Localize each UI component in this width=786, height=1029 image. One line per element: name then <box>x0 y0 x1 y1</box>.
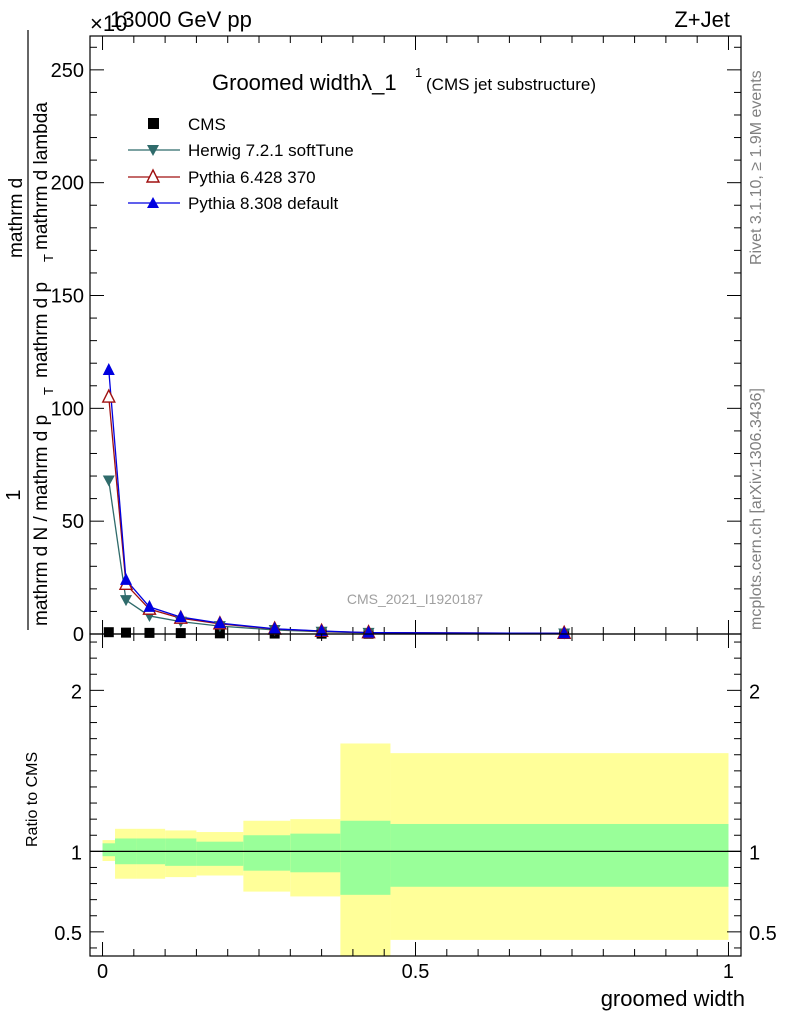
legend-label-herwig: Herwig 7.2.1 softTune <box>188 141 354 160</box>
cms-data-point <box>214 628 225 639</box>
main-ylabel: 1 mathrm d mathrm d N / mathrm d p T mat… <box>3 30 56 630</box>
pythia8-point <box>213 616 226 629</box>
herwig-point <box>102 475 115 487</box>
legend-marker-cms <box>148 118 159 129</box>
pythia8-point <box>362 625 375 638</box>
legend-label-pythia8: Pythia 8.308 default <box>188 194 339 213</box>
uncertainty-band-green <box>290 833 341 873</box>
cms-data-point <box>120 627 131 638</box>
ratio-y-tick-label: 1 <box>71 842 82 864</box>
cms-data-point <box>144 627 155 638</box>
header-right: Z+Jet <box>674 7 730 32</box>
legend-marker-pythia8 <box>147 197 159 208</box>
cms-data-point <box>103 627 114 638</box>
y-tick-label: 250 <box>51 60 84 82</box>
ylabel-numerator: mathrm d <box>6 178 27 258</box>
ylabel-den-tail-2: mathrm d lambda <box>31 102 52 250</box>
ratio-y-tick-label: 2 <box>71 681 82 703</box>
y-tick-label: 150 <box>51 286 84 308</box>
ratio-y-tick-label: 0.5 <box>54 923 82 945</box>
pythia8-point <box>119 572 132 585</box>
series-line <box>108 396 565 634</box>
x-tick-label: 0.5 <box>402 961 430 983</box>
header-left: 13000 GeV pp <box>110 7 252 32</box>
y-tick-label: 100 <box>51 398 84 420</box>
ratio-panel: 0.5 0.5 1 1 2 2 0 0.5 1 <box>54 633 777 983</box>
pythia8-point <box>315 624 328 637</box>
uncertainty-band-green <box>196 841 244 866</box>
series-line <box>108 369 565 634</box>
pythia8-point <box>102 362 115 375</box>
ylabel-denominator-sub: T <box>41 387 56 395</box>
pythia6-point <box>101 388 116 403</box>
ylabel-den-tail-sub: T <box>41 254 56 262</box>
y-tick-label: 50 <box>62 511 84 533</box>
watermark: CMS_2021_I1920187 <box>347 591 483 607</box>
herwig-point <box>119 595 132 607</box>
cms-data-point <box>175 628 186 639</box>
legend-label-pythia6: Pythia 6.428 370 <box>188 168 316 187</box>
x-axis-label: groomed width <box>601 986 745 1011</box>
rivet-label: Rivet 3.1.10, ≥ 1.9M events <box>748 70 765 265</box>
ylabel-one: 1 <box>3 489 25 500</box>
pythia8-point <box>268 621 281 634</box>
y-tick-label: 200 <box>51 173 84 195</box>
ylabel-denominator: mathrm d N / mathrm d p <box>31 415 52 626</box>
uncertainty-band-green <box>340 820 391 895</box>
ratio-y-tick-label-right: 2 <box>749 681 760 703</box>
plot-title-sub: (CMS jet substructure) <box>426 75 596 94</box>
legend-marker-herwig <box>147 145 159 156</box>
legend-marker-pythia6 <box>145 168 161 183</box>
uncertainty-band-green <box>243 835 291 871</box>
ratio-y-tick-label-right: 0.5 <box>749 923 777 945</box>
plot-title-sup: 1 <box>415 65 422 80</box>
series-line <box>108 480 565 635</box>
pythia8-point <box>174 610 187 623</box>
uncertainty-band-green <box>102 843 116 857</box>
x-tick-label: 1 <box>723 961 734 983</box>
ratio-y-tick-label-right: 1 <box>749 842 760 864</box>
x-tick-label: 0 <box>97 961 108 983</box>
plot-title: Groomed widthλ_1 <box>212 70 397 95</box>
uncertainty-band-green <box>390 823 729 887</box>
y-tick-label: 0 <box>73 624 84 646</box>
mcplots-label: mcplots.cern.ch [arXiv:1306.3436] <box>748 388 765 630</box>
header-exponent: ×10 <box>90 11 127 36</box>
ylabel-den-tail: mathrm d p <box>31 282 52 378</box>
legend: CMS Herwig 7.2.1 softTune Pythia 6.428 3… <box>128 115 354 213</box>
ratio-ylabel: Ratio to CMS <box>24 752 41 847</box>
uncertainty-band-green <box>165 838 197 866</box>
pythia8-point <box>143 599 156 612</box>
pythia8-point <box>558 626 571 639</box>
legend-label-cms: CMS <box>188 115 226 134</box>
